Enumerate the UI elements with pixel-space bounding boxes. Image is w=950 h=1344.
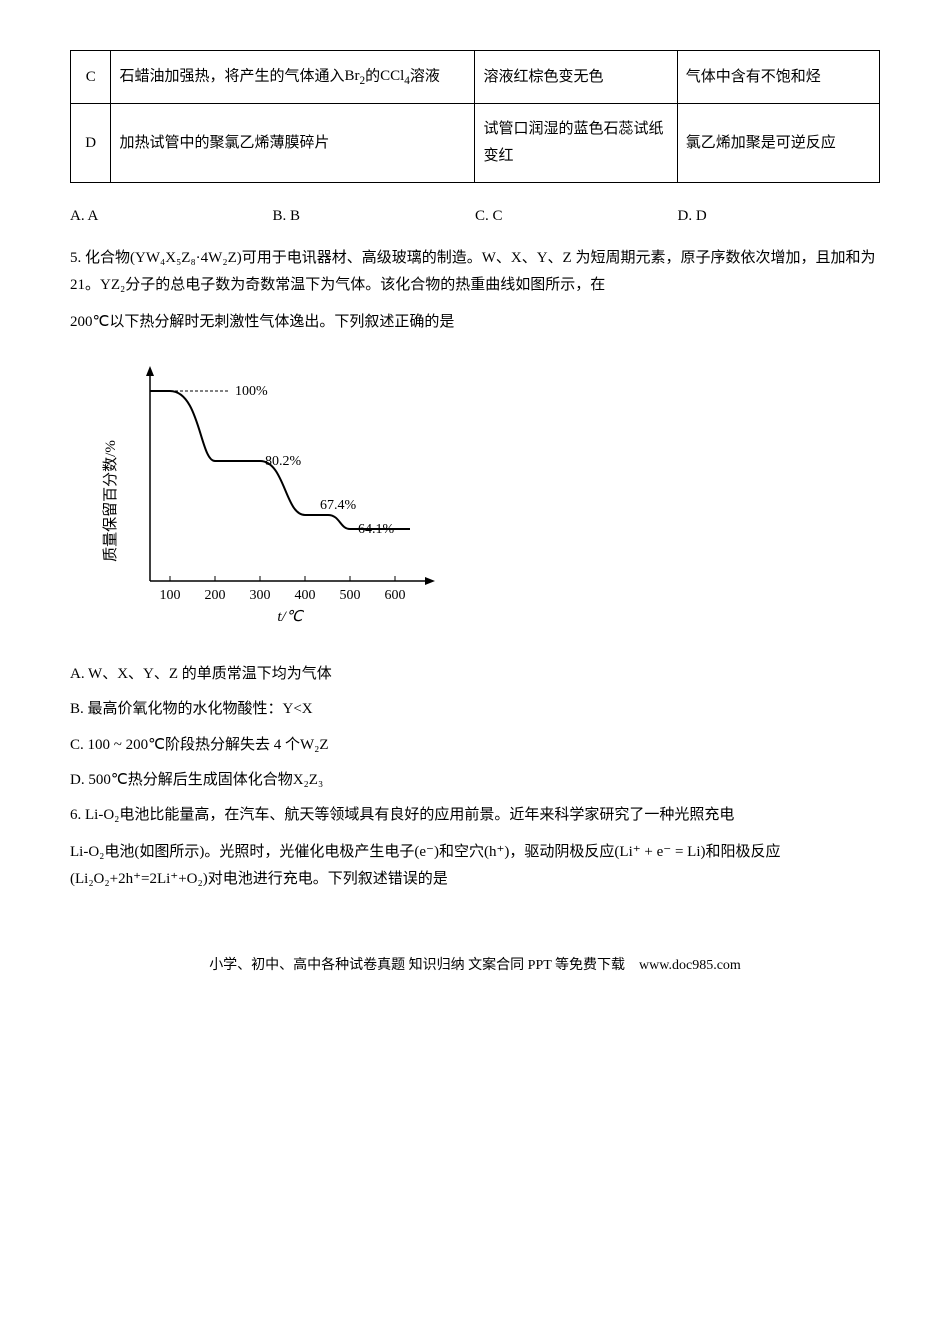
option-b: B. 最高价氧化物的水化物酸性：Y<X	[70, 696, 880, 723]
q6-text: 6. Li-O₂电池比能量高，在汽车、航天等领域具有良好的应用前景。近年来科学家…	[70, 802, 880, 829]
xtick: 300	[250, 588, 271, 603]
q5-options: A. W、X、Y、Z 的单质常温下均为气体 B. 最高价氧化物的水化物酸性：Y<…	[70, 661, 880, 793]
text: 溶液	[410, 69, 440, 85]
xtick: 100	[160, 588, 181, 603]
text: 石蜡油加强热，将产生的气体通入	[119, 69, 344, 85]
option-c: C. C	[475, 203, 678, 230]
experiment-cell: 石蜡油加强热，将产生的气体通入Br2的CCl4溶液	[111, 51, 475, 104]
table-row: D 加热试管中的聚氯乙烯薄膜碎片 试管口润湿的蓝色石蕊试纸变红 氯乙烯加聚是可逆…	[71, 104, 880, 183]
q6-text-2: Li-O₂电池(如图所示)。光照时，光催化电极产生电子(e⁻)和空穴(h⁺)，驱…	[70, 839, 880, 893]
table-row: C 石蜡油加强热，将产生的气体通入Br2的CCl4溶液 溶液红棕色变无色 气体中…	[71, 51, 880, 104]
question-6: 6. Li-O₂电池比能量高，在汽车、航天等领域具有良好的应用前景。近年来科学家…	[70, 802, 880, 893]
chart-svg: 质量保留百分数/% 100 200 300 400 500 600 t/℃ 10…	[100, 351, 450, 631]
percent-label: 100%	[235, 384, 268, 399]
explanation-cell: 气体中含有不饱和烃	[677, 51, 879, 104]
formula: CCl4	[380, 68, 410, 84]
y-axis-arrow	[146, 366, 154, 376]
question-5: 5. 化合物(YW₄X₅Z₈·4W₂Z)可用于电讯器材、高级玻璃的制造。W、X、…	[70, 245, 880, 336]
option-a: A. A	[70, 203, 273, 230]
option-b: B. B	[273, 203, 476, 230]
xtick: 500	[340, 588, 361, 603]
option-a: A. W、X、Y、Z 的单质常温下均为气体	[70, 661, 880, 688]
option-d: D. D	[678, 203, 881, 230]
row-label: D	[71, 104, 111, 183]
formula: Br2	[344, 68, 365, 84]
experiment-table: C 石蜡油加强热，将产生的气体通入Br2的CCl4溶液 溶液红棕色变无色 气体中…	[70, 50, 880, 183]
option-d: D. 500℃热分解后生成固体化合物X₂Z₃	[70, 767, 880, 794]
x-axis-arrow	[425, 577, 435, 585]
xtick: 200	[205, 588, 226, 603]
page-footer: 小学、初中、高中各种试卷真题 知识归纳 文案合同 PPT 等免费下载 www.d…	[70, 953, 880, 978]
q5-text: 5. 化合物(YW₄X₅Z₈·4W₂Z)可用于电讯器材、高级玻璃的制造。W、X、…	[70, 245, 880, 299]
xtick: 400	[295, 588, 316, 603]
thermogravimetric-chart: 质量保留百分数/% 100 200 300 400 500 600 t/℃ 10…	[100, 351, 880, 641]
row-label: C	[71, 51, 111, 104]
q4-options: A. A B. B C. C D. D	[70, 203, 880, 230]
x-axis-label: t/℃	[277, 609, 304, 625]
experiment-cell: 加热试管中的聚氯乙烯薄膜碎片	[111, 104, 475, 183]
percent-label: 67.4%	[320, 498, 357, 513]
formula: YZ₂	[100, 277, 125, 293]
text: 的	[365, 69, 380, 85]
q5-text-2: 200℃以下热分解时无刺激性气体逸出。下列叙述正确的是	[70, 309, 880, 336]
percent-label: 80.2%	[265, 454, 302, 469]
option-c: C. 100 ~ 200℃阶段热分解失去 4 个W₂Z	[70, 732, 880, 759]
explanation-cell: 氯乙烯加聚是可逆反应	[677, 104, 879, 183]
formula: (YW₄X₅Z₈·4W₂Z)	[130, 250, 242, 266]
xtick: 600	[385, 588, 406, 603]
phenomenon-cell: 试管口润湿的蓝色石蕊试纸变红	[475, 104, 677, 183]
phenomenon-cell: 溶液红棕色变无色	[475, 51, 677, 104]
formula: 200℃	[70, 314, 109, 330]
y-axis-label: 质量保留百分数/%	[102, 441, 119, 563]
percent-label: 64.1%	[358, 522, 395, 537]
